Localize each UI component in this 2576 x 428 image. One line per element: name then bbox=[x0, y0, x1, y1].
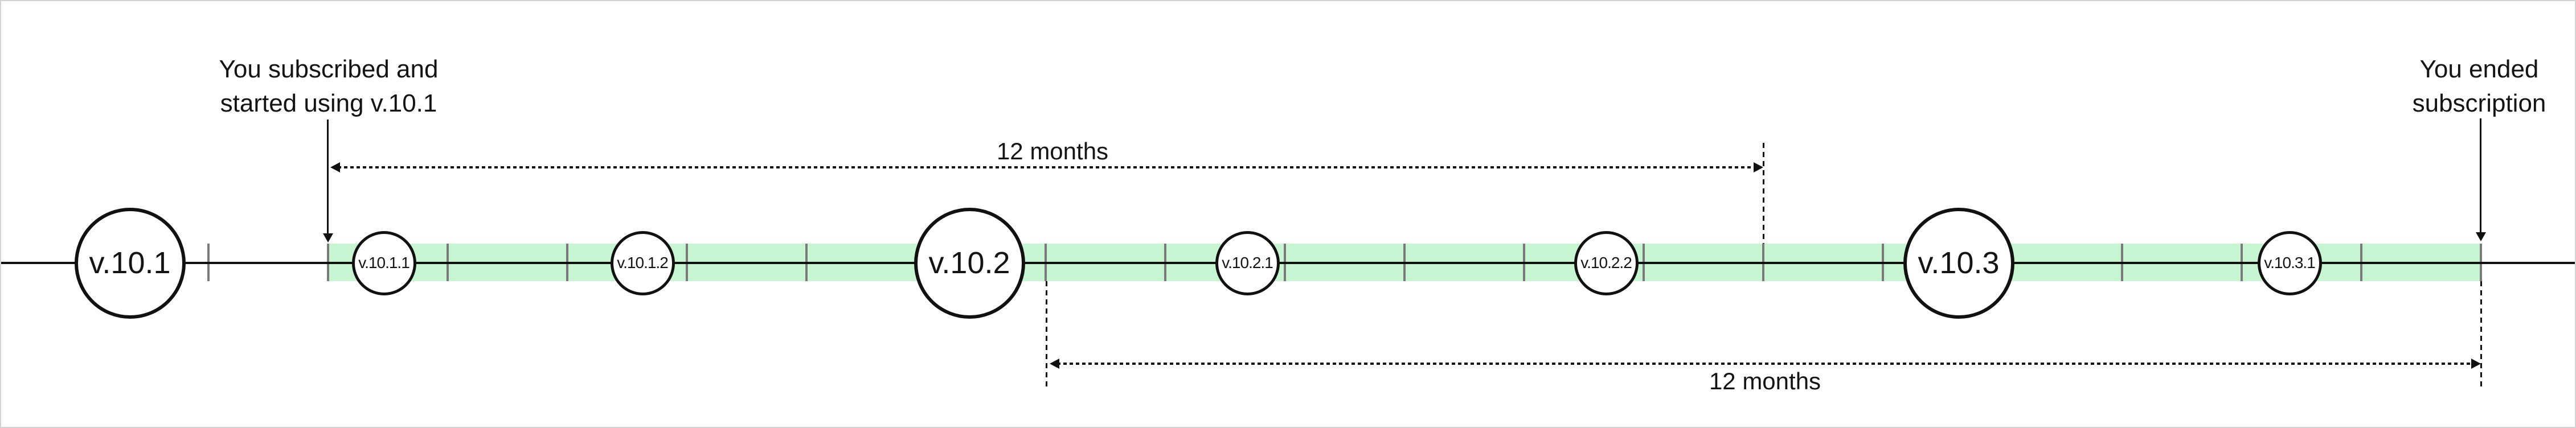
arrow-shaft bbox=[2480, 118, 2481, 232]
dotted-line bbox=[1057, 363, 2473, 365]
version-node-label: v.10.2 bbox=[928, 246, 1010, 280]
arrow-shaft bbox=[327, 120, 329, 233]
end-event-arrow bbox=[2476, 118, 2486, 241]
subscribe-event-arrow bbox=[323, 120, 333, 242]
version-node-v-10-2-1: v.10.2.1 bbox=[1215, 231, 1280, 295]
end-annotation: You ended subscription bbox=[2412, 55, 2546, 117]
version-node-v-10-1: v.10.1 bbox=[74, 207, 186, 319]
dotted-line bbox=[338, 166, 1756, 168]
arrow-down-icon bbox=[2476, 232, 2486, 241]
version-node-v-10-2: v.10.2 bbox=[914, 207, 1025, 319]
bottom-12-months-arrow bbox=[1050, 359, 2481, 369]
top-12-months-arrow bbox=[330, 162, 1763, 172]
version-node-label: v.10.1.1 bbox=[358, 254, 410, 271]
version-node-v-10-3-1: v.10.3.1 bbox=[2257, 231, 2322, 295]
version-node-label: v.10.1.2 bbox=[617, 254, 669, 271]
bottom-12-months-label: 12 months bbox=[1709, 368, 1821, 394]
subscribe-annotation: You subscribed and started using v.10.1 bbox=[219, 55, 439, 117]
band-start-extension-line bbox=[1046, 281, 1047, 390]
version-node-v-10-1-2: v.10.1.2 bbox=[610, 231, 675, 295]
twelve-month-mark-line bbox=[1763, 143, 1764, 244]
version-node-label: v.10.3.1 bbox=[2264, 254, 2316, 271]
timeline-axis bbox=[1, 262, 2575, 264]
version-node-v-10-3: v.10.3 bbox=[1903, 207, 2014, 319]
version-node-v-10-1-1: v.10.1.1 bbox=[351, 231, 416, 295]
arrow-left-icon bbox=[1050, 359, 1059, 369]
version-node-label: v.10.2.2 bbox=[1580, 254, 1632, 271]
top-12-months-label: 12 months bbox=[996, 138, 1109, 164]
version-node-label: v.10.3 bbox=[1918, 246, 2000, 280]
version-node-label: v.10.1 bbox=[89, 246, 171, 280]
arrow-right-icon bbox=[2471, 359, 2481, 369]
version-node-label: v.10.2.1 bbox=[1222, 254, 1273, 271]
arrow-right-icon bbox=[1754, 162, 1763, 172]
band-end-extension-line bbox=[2480, 281, 2482, 390]
arrow-down-icon bbox=[323, 233, 333, 242]
arrow-left-icon bbox=[330, 162, 340, 172]
version-node-v-10-2-2: v.10.2.2 bbox=[1574, 231, 1639, 295]
